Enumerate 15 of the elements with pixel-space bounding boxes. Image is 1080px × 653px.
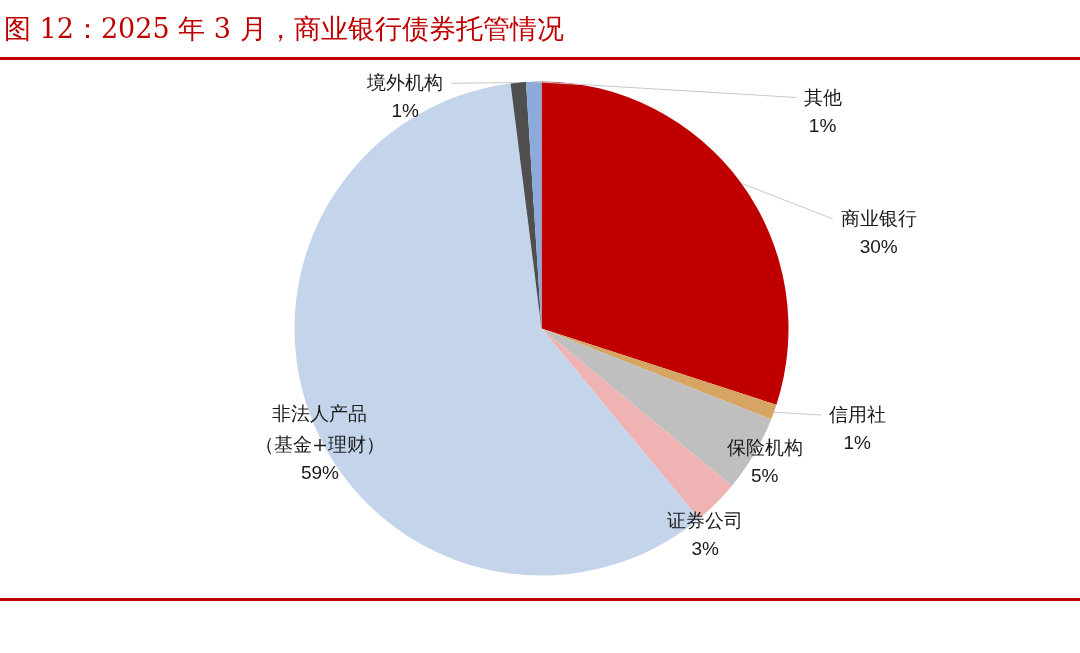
- slice-label: 保险机构: [726, 435, 803, 458]
- slice-label: 非法人产品（基金+理财）: [254, 401, 385, 456]
- chart-title: 图 12：2025 年 3 月，商业银行债券托管情况: [4, 12, 564, 46]
- data-label: 1%: [808, 114, 837, 136]
- slice-label: 其他: [803, 85, 842, 108]
- slice-label: 信用社: [828, 403, 886, 426]
- data-label: 1%: [391, 100, 420, 122]
- slice-label: 境外机构: [366, 71, 444, 94]
- data-label: 30%: [859, 235, 898, 257]
- slice-label: 商业银行: [840, 206, 917, 229]
- data-label: 1%: [843, 432, 871, 454]
- slice-label: 证券公司: [667, 509, 744, 532]
- data-label: 3%: [691, 538, 720, 560]
- data-label: 59%: [300, 462, 340, 484]
- data-label: 5%: [751, 464, 779, 486]
